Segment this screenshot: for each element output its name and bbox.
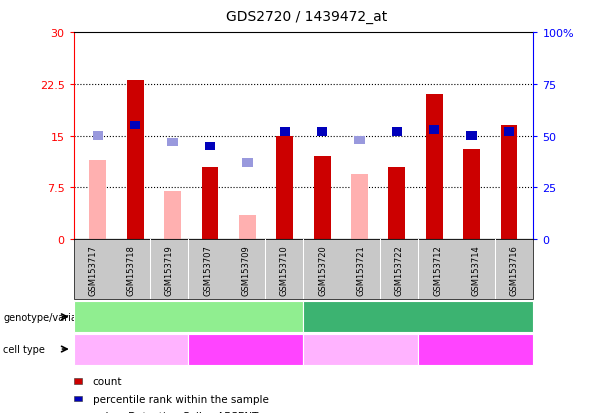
Bar <box>202 167 218 240</box>
Text: myeloid progenitor: myeloid progenitor <box>82 344 181 354</box>
Bar <box>392 128 402 136</box>
Bar <box>426 95 443 240</box>
Bar <box>389 167 405 240</box>
Text: myeloid progenitor: myeloid progenitor <box>311 344 411 354</box>
Text: GSM153714: GSM153714 <box>471 244 481 295</box>
Text: GDS2720 / 1439472_at: GDS2720 / 1439472_at <box>226 10 387 24</box>
Bar <box>317 128 327 136</box>
Text: genotype/variation: genotype/variation <box>3 312 96 322</box>
Bar <box>239 216 256 240</box>
Text: GSM153718: GSM153718 <box>126 244 135 295</box>
Text: GSM153716: GSM153716 <box>509 244 519 295</box>
Text: wild type: wild type <box>163 312 214 322</box>
Text: GSM153712: GSM153712 <box>433 244 442 295</box>
Bar <box>463 150 480 240</box>
Text: GSM153717: GSM153717 <box>88 244 97 295</box>
Text: value, Detection Call = ABSENT: value, Detection Call = ABSENT <box>93 411 258 413</box>
Text: GSM153721: GSM153721 <box>356 244 365 295</box>
Bar <box>127 81 143 240</box>
Bar <box>351 174 368 240</box>
Text: LSK: LSK <box>237 344 256 354</box>
Bar <box>354 136 365 145</box>
Text: GSM153720: GSM153720 <box>318 244 327 295</box>
Bar <box>504 128 514 136</box>
Bar <box>89 160 106 240</box>
Text: percentile rank within the sample: percentile rank within the sample <box>93 394 268 404</box>
Text: cell type: cell type <box>3 344 45 354</box>
Bar <box>314 157 330 240</box>
Text: GSM153719: GSM153719 <box>165 244 174 295</box>
Text: GSM153709: GSM153709 <box>242 244 251 295</box>
Text: GSM153710: GSM153710 <box>280 244 289 295</box>
Bar <box>205 142 215 151</box>
Bar <box>466 132 477 140</box>
Bar <box>130 122 140 130</box>
Text: FoxO deficient: FoxO deficient <box>378 312 459 322</box>
Bar <box>276 136 293 240</box>
Bar <box>242 159 253 167</box>
Bar <box>429 126 440 134</box>
Bar <box>280 128 290 136</box>
Text: count: count <box>93 376 122 386</box>
Bar <box>164 191 181 240</box>
Text: GSM153722: GSM153722 <box>395 244 404 295</box>
Text: GSM153707: GSM153707 <box>203 244 212 295</box>
Text: LSK: LSK <box>466 344 485 354</box>
Bar <box>93 132 103 140</box>
Bar <box>167 138 178 147</box>
Bar <box>501 126 517 240</box>
